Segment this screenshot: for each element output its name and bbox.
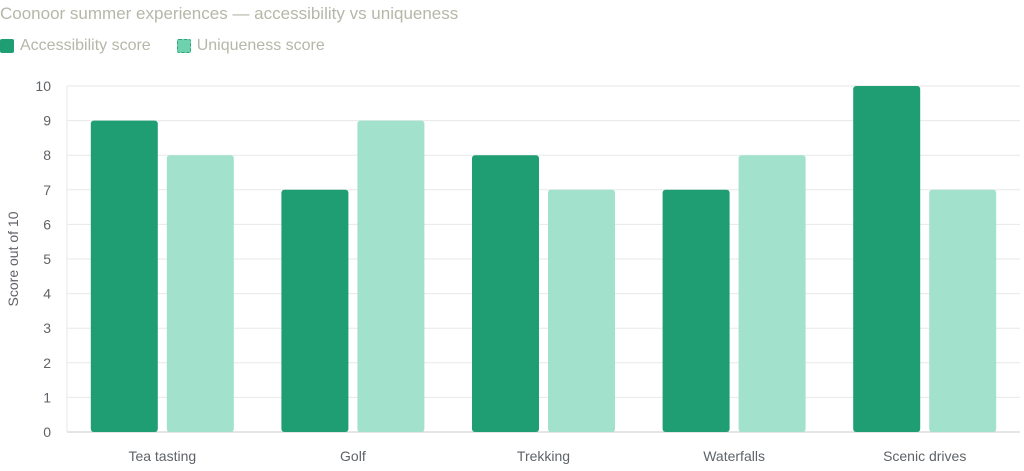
- legend-item-accessibility[interactable]: Accessibility score: [0, 37, 151, 55]
- y-tick-label: 5: [43, 251, 51, 267]
- legend-label-accessibility: Accessibility score: [20, 37, 151, 54]
- bar-accessibility[interactable]: [662, 189, 730, 432]
- y-tick-label: 1: [43, 389, 51, 405]
- bar-accessibility[interactable]: [90, 120, 158, 432]
- y-tick-label: 9: [43, 113, 51, 129]
- y-tick-label: 2: [43, 355, 51, 371]
- y-tick-label: 4: [43, 286, 51, 302]
- bar-uniqueness[interactable]: [357, 120, 425, 432]
- chart-title: Coonoor summer experiences — accessibili…: [0, 4, 459, 23]
- y-tick-label: 7: [43, 182, 51, 198]
- x-tick-label: Golf: [340, 448, 366, 464]
- bar-uniqueness[interactable]: [548, 189, 615, 432]
- x-tick-label: Waterfalls: [703, 448, 765, 464]
- bar-accessibility[interactable]: [853, 86, 921, 432]
- axes: 0 1 2 3 4 5 6 7 8 9 10 Score out of 10 Tea tasting Go…: [5, 78, 966, 464]
- x-tick-label: Trekking: [517, 448, 570, 464]
- legend-swatch-uniqueness: [176, 39, 191, 53]
- legend-item-uniqueness[interactable]: Uniqueness score: [176, 37, 325, 55]
- bar-accessibility[interactable]: [472, 155, 539, 432]
- bar-uniqueness[interactable]: [166, 155, 234, 432]
- y-tick-label: 10: [35, 78, 51, 94]
- bar-accessibility[interactable]: [281, 189, 349, 432]
- x-tick-label: Scenic drives: [883, 448, 966, 464]
- chart-legend: Accessibility score Uniqueness score: [0, 36, 325, 56]
- y-tick-label: 0: [43, 424, 51, 440]
- y-tick-label: 3: [43, 320, 51, 336]
- legend-label-uniqueness: Uniqueness score: [196, 37, 325, 54]
- y-tick-label: 8: [43, 147, 51, 163]
- bar-uniqueness[interactable]: [738, 155, 806, 432]
- legend-swatch-accessibility: [0, 39, 14, 53]
- x-tick-label: Tea tasting: [128, 448, 196, 464]
- y-axis-title: Score out of 10: [5, 211, 21, 306]
- bars: [90, 86, 997, 432]
- y-tick-label: 6: [43, 216, 51, 232]
- bar-uniqueness[interactable]: [929, 189, 997, 432]
